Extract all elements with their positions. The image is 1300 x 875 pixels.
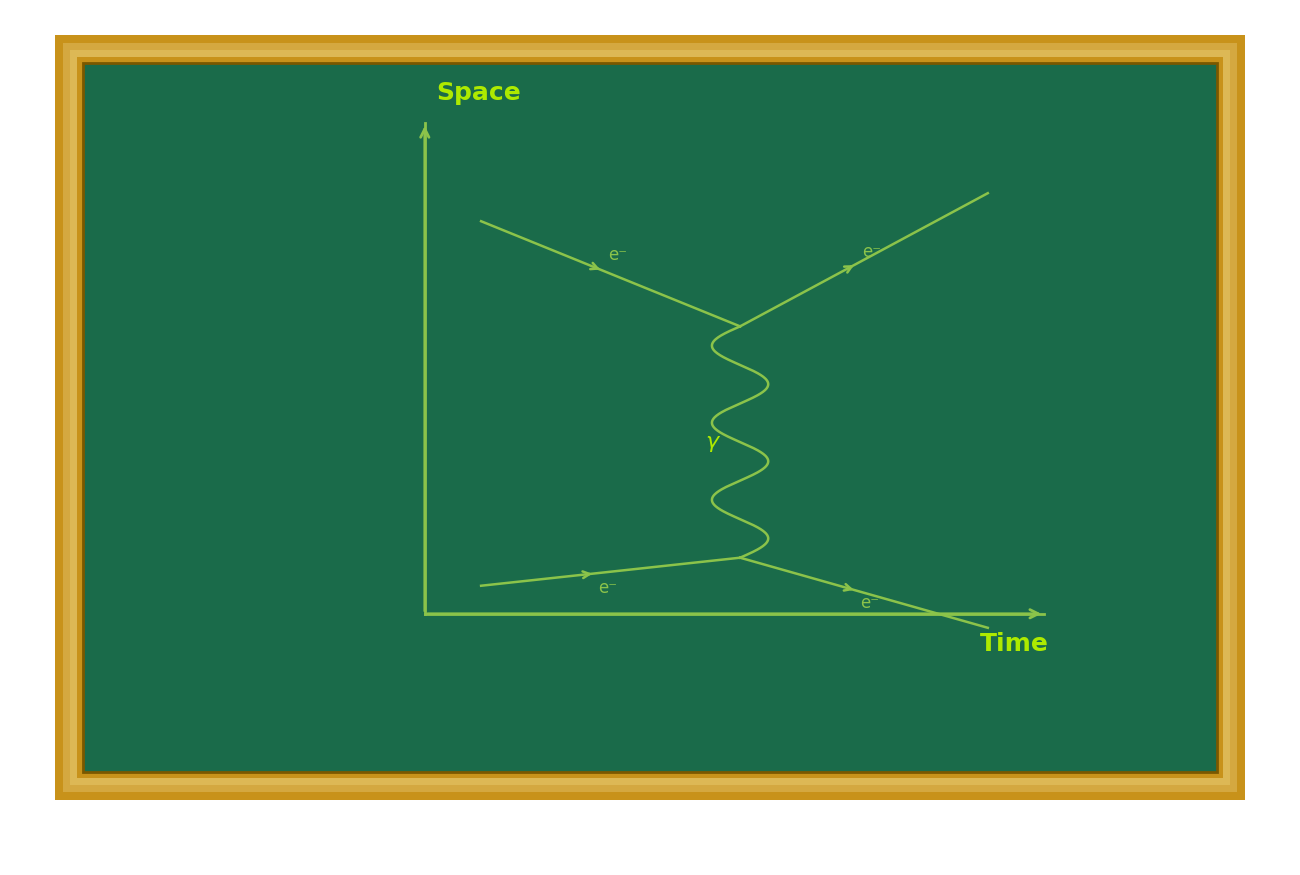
Text: e⁻: e⁻ [861,594,879,612]
Bar [70,50,1230,785]
Bar [83,63,1217,772]
Text: γ: γ [705,432,718,452]
Bar [77,57,1223,778]
Bar [62,43,1238,792]
Text: Time: Time [980,632,1049,655]
Bar [55,35,1245,800]
Text: Space: Space [436,81,521,105]
Text: e⁻: e⁻ [598,579,618,597]
Text: e⁻: e⁻ [608,246,627,263]
Text: e⁻: e⁻ [862,243,881,262]
Bar [55,35,1245,800]
Bar [87,67,1213,768]
